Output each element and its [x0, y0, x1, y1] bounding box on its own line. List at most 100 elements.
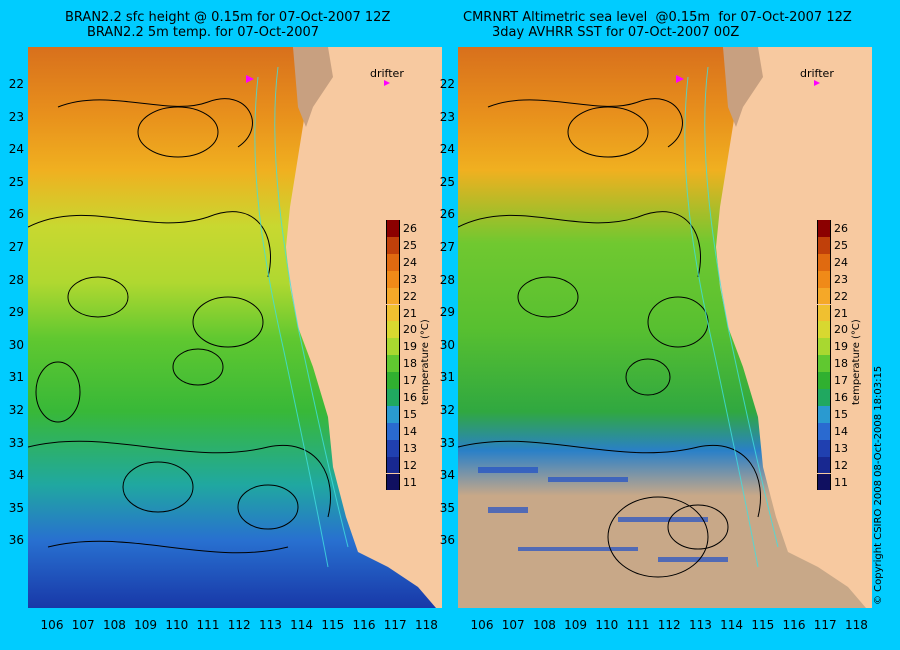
latitude-label: 35	[8, 500, 24, 515]
latitude-label: 22	[8, 77, 24, 91]
latitude-label: 28	[439, 272, 455, 287]
colorbar-tick-label: 20	[403, 323, 417, 337]
colorbar-segment	[817, 422, 831, 440]
colorbar-segment	[386, 253, 400, 271]
colorbar-tick-label: 11	[834, 475, 848, 489]
latitude-label: 35	[439, 500, 455, 515]
longitude-label: 109	[564, 618, 588, 632]
right-drifter-track-icon	[676, 75, 684, 83]
colorbar-tick-label: 20	[834, 323, 848, 337]
colorbar-segment	[817, 372, 831, 389]
colorbar-segment	[386, 422, 400, 440]
colorbar-segment	[817, 405, 831, 423]
left-colorbar-title: temperature (°C)	[420, 319, 431, 405]
colorbar-tick-label: 26	[403, 222, 417, 235]
latitude-label: 23	[439, 109, 455, 124]
latitude-label: 36	[439, 533, 455, 548]
longitude-label: 107	[501, 618, 525, 632]
longitude-label: 111	[626, 618, 650, 632]
longitude-label: 112	[657, 618, 681, 632]
colorbar-segment	[817, 287, 831, 305]
latitude-label: 36	[8, 533, 24, 548]
latitude-label: 28	[8, 272, 24, 287]
colorbar-tick-label: 26	[834, 222, 848, 235]
left-title-line1: BRAN2.2 sfc height @ 0.15m for 07-Oct-20…	[65, 10, 391, 25]
left-drifter-icon	[384, 80, 390, 86]
colorbar-segment	[386, 287, 400, 305]
colorbar-tick-label: 13	[403, 441, 417, 455]
colorbar-segment	[817, 473, 831, 491]
latitude-label: 25	[8, 174, 24, 189]
colorbar-segment	[817, 321, 831, 339]
latitude-label: 26	[8, 207, 24, 222]
latitude-label: 31	[439, 370, 455, 385]
latitude-label: 33	[439, 435, 455, 450]
right-colorbar-title: temperature (°C)	[851, 319, 862, 405]
colorbar-segment	[386, 236, 400, 254]
colorbar-segment	[817, 338, 831, 356]
colorbar-segment	[817, 355, 831, 373]
colorbar-tick-label: 16	[834, 391, 848, 404]
colorbar-segment	[386, 220, 400, 237]
longitude-label: 118	[414, 618, 438, 632]
colorbar-segment	[817, 270, 831, 288]
colorbar-segment	[817, 236, 831, 254]
latitude-label: 32	[8, 403, 24, 417]
longitude-label: 115	[751, 618, 775, 632]
colorbar-tick-label: 16	[403, 391, 417, 404]
right-drifter-label: drifter	[800, 67, 834, 80]
colorbar-tick-label: 23	[403, 272, 417, 286]
latitude-label: 30	[439, 337, 455, 352]
longitude-label: 116	[782, 618, 806, 632]
longitude-label: 107	[71, 618, 95, 632]
colorbar-tick-label: 19	[834, 340, 848, 354]
colorbar-tick-label: 12	[834, 458, 848, 472]
colorbar-segment	[386, 321, 400, 339]
latitude-label: 29	[439, 305, 455, 320]
colorbar-tick-label: 25	[403, 238, 417, 252]
colorbar-segment	[817, 304, 831, 322]
colorbar-tick-label: 15	[834, 407, 848, 421]
latitude-label: 24	[8, 142, 24, 157]
right-map-graphic: drifter	[458, 47, 872, 608]
longitude-label: 114	[720, 618, 744, 632]
latitude-label: 32	[439, 403, 455, 417]
colorbar-segment	[386, 405, 400, 423]
colorbar-tick-label: 17	[403, 374, 417, 388]
colorbar-segment	[386, 338, 400, 356]
colorbar-segment	[386, 372, 400, 389]
colorbar-tick-label: 24	[834, 255, 848, 269]
left-drifter-label: drifter	[370, 67, 404, 80]
latitude-label: 33	[8, 435, 24, 450]
longitude-label: 117	[813, 618, 837, 632]
colorbar-tick-label: 13	[834, 441, 848, 455]
latitude-label: 27	[439, 240, 455, 254]
colorbar-tick-label: 19	[403, 340, 417, 354]
colorbar-tick-label: 14	[834, 424, 848, 438]
colorbar-segment	[386, 304, 400, 322]
longitude-label: 108	[102, 618, 126, 632]
latitude-label: 34	[8, 468, 24, 483]
colorbar-tick-label: 18	[834, 357, 848, 371]
right-map-panel: drifter	[458, 47, 872, 608]
longitude-label: 112	[227, 618, 251, 632]
latitude-label: 25	[439, 174, 455, 189]
longitude-label: 106	[40, 618, 64, 632]
latitude-label: 31	[8, 370, 24, 385]
colorbar-segment	[386, 456, 400, 474]
colorbar-segment	[386, 473, 400, 491]
colorbar-tick-label: 14	[403, 424, 417, 438]
colorbar-tick-label: 17	[834, 374, 848, 388]
left-map-graphic: drifter	[28, 47, 442, 608]
colorbar-segment	[817, 253, 831, 271]
longitude-label: 115	[321, 618, 345, 632]
left-map-panel: drifter	[28, 47, 442, 608]
colorbar-segment	[817, 220, 831, 237]
colorbar-tick-label: 12	[403, 458, 417, 472]
colorbar-tick-label: 11	[403, 475, 417, 489]
longitude-label: 110	[165, 618, 189, 632]
colorbar-segment	[386, 355, 400, 373]
longitude-label: 109	[134, 618, 158, 632]
latitude-label: 22	[439, 77, 455, 91]
right-drifter-icon	[814, 80, 820, 86]
